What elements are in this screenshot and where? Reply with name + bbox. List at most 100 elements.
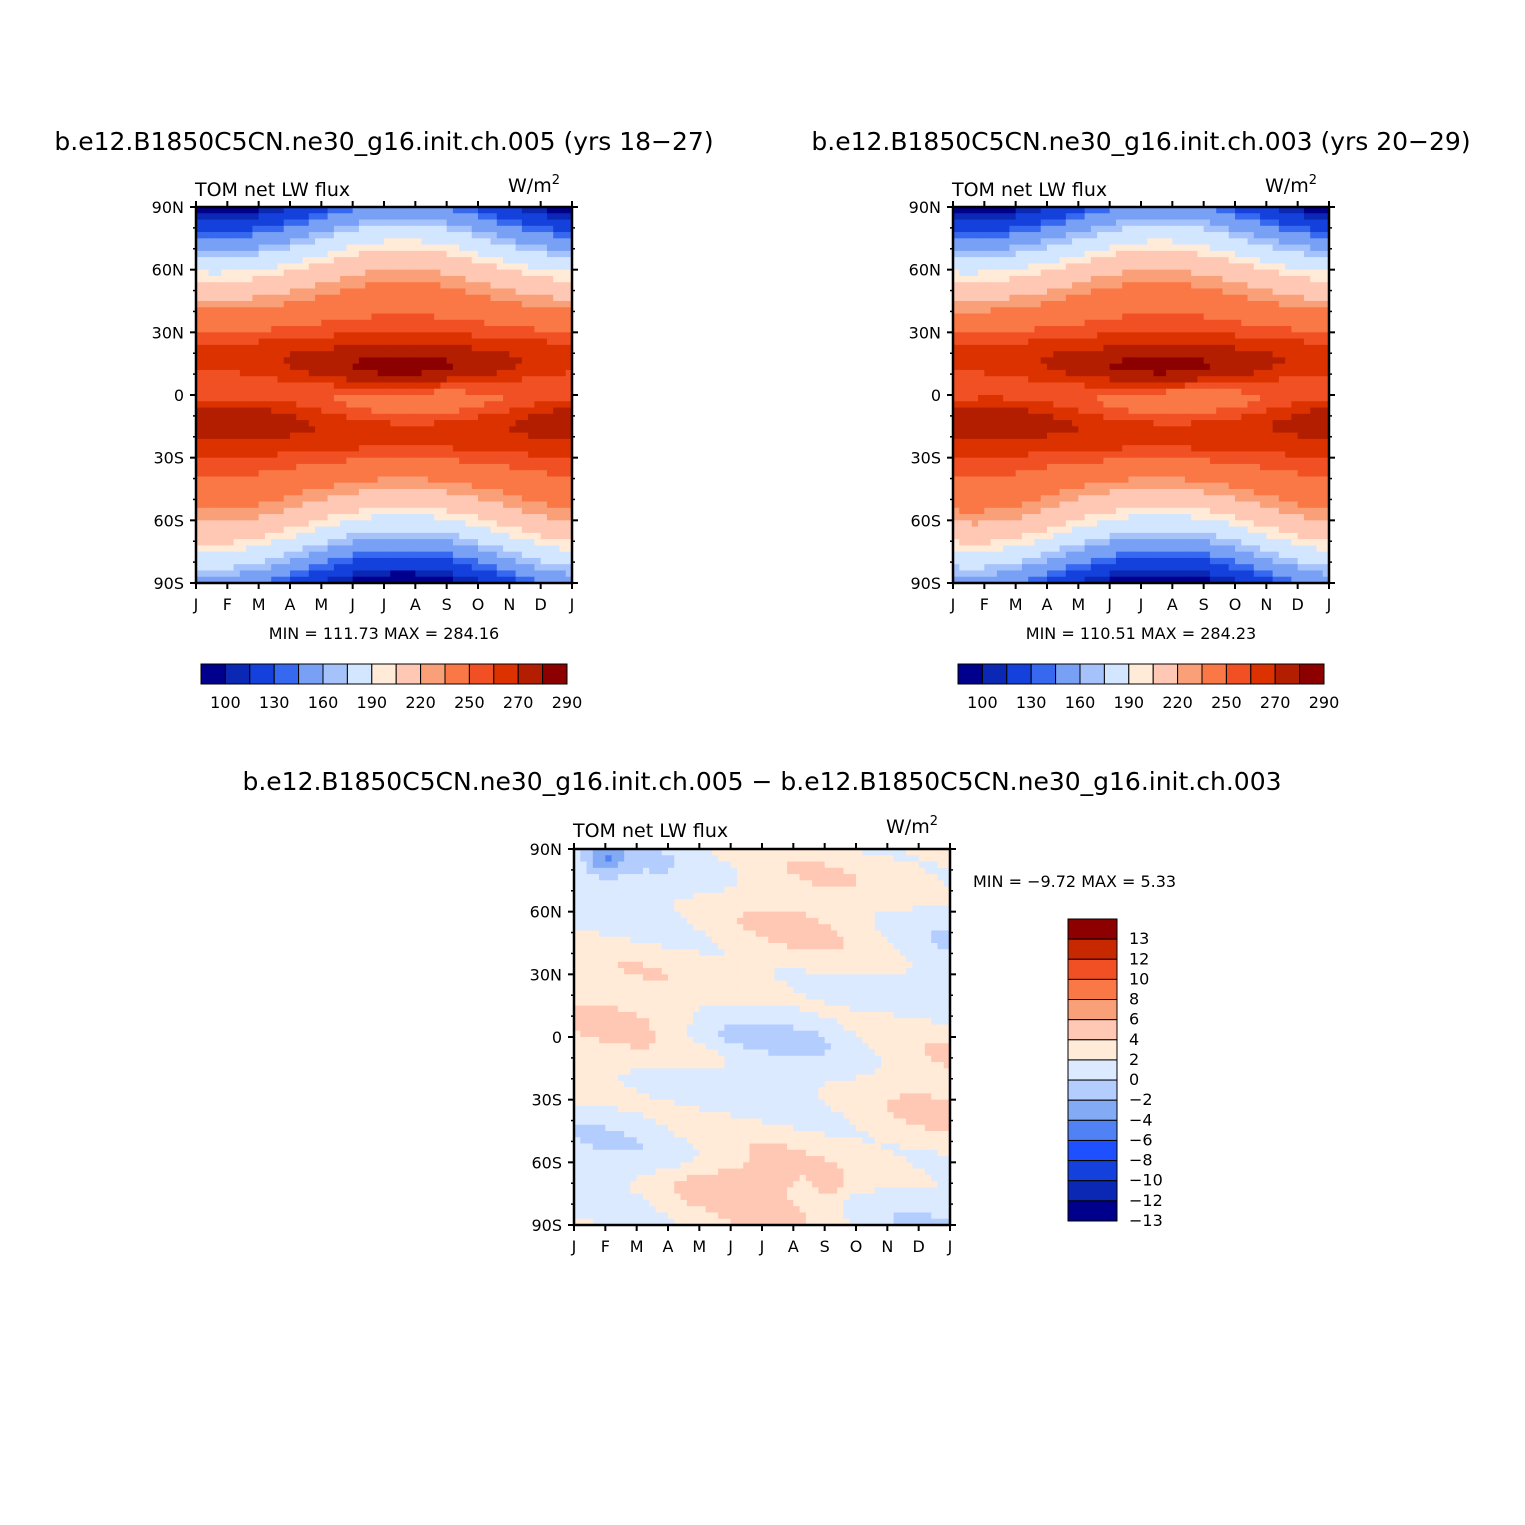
contour-cell — [365, 269, 373, 277]
contour-cell — [559, 382, 567, 390]
contour-cell — [421, 376, 429, 384]
contour-cell — [283, 388, 291, 396]
contour-cell — [546, 501, 554, 509]
contour-cell — [346, 363, 354, 371]
contour-cell — [258, 382, 266, 390]
contour-cell — [271, 557, 279, 565]
contour-cell — [471, 457, 479, 465]
contour-cell — [396, 319, 404, 327]
contour-cell — [996, 275, 1004, 283]
contour-cell — [227, 457, 235, 465]
contour-cell — [1184, 225, 1192, 233]
contour-cell — [377, 526, 385, 534]
contour-cell — [290, 294, 297, 302]
contour-cell — [1172, 301, 1180, 308]
contour-cell — [202, 238, 210, 246]
contour-cell — [1191, 263, 1198, 271]
contour-cell — [1084, 244, 1092, 252]
contour-cell — [1316, 269, 1324, 277]
contour-cell — [196, 482, 203, 490]
contour-cell — [1021, 319, 1029, 327]
contour-cell — [352, 351, 360, 358]
contour-cell — [1260, 294, 1267, 302]
contour-cell — [302, 482, 310, 490]
contour-cell — [565, 244, 573, 252]
contour-cell — [565, 250, 573, 258]
contour-cell — [490, 213, 498, 221]
contour-cell — [302, 420, 310, 427]
contour-cell — [196, 301, 203, 308]
contour-cell — [340, 395, 347, 402]
contour-cell — [377, 232, 385, 239]
contour-cell — [1184, 244, 1192, 252]
contour-cell — [490, 457, 498, 465]
contour-cell — [1272, 207, 1280, 214]
contour-cell — [540, 501, 548, 509]
contour-cell — [553, 282, 561, 290]
contour-cell — [196, 564, 203, 572]
contour-cell — [239, 238, 247, 246]
contour-cell — [277, 557, 285, 565]
contour-cell — [271, 551, 279, 559]
contour-cell — [308, 564, 316, 572]
contour-cell — [1015, 275, 1023, 283]
contour-cell — [540, 520, 548, 528]
contour-cell — [214, 388, 222, 396]
contour-cell — [1303, 232, 1311, 239]
contour-cell — [434, 207, 441, 214]
contour-cell — [984, 263, 992, 271]
contour-cell — [315, 282, 322, 290]
contour-cell — [484, 420, 492, 427]
contour-cell — [1065, 257, 1073, 264]
contour-cell — [1028, 225, 1036, 233]
contour-cell — [484, 244, 492, 252]
contour-cell — [258, 570, 266, 578]
colorbar-swatch — [542, 663, 568, 685]
contour-cell — [377, 413, 385, 421]
contour-cell — [1203, 238, 1211, 246]
contour-cell — [264, 351, 272, 358]
contour-cell — [196, 476, 203, 484]
contour-cell — [202, 401, 210, 409]
contour-cell — [377, 482, 385, 490]
contour-cell — [1272, 257, 1280, 264]
contour-cell — [296, 363, 304, 371]
contour-cell — [534, 313, 542, 321]
contour-cell — [365, 294, 373, 302]
contour-cell — [258, 545, 266, 553]
contour-cell — [246, 326, 253, 333]
contour-cell — [459, 232, 467, 239]
contour-cell — [1260, 219, 1267, 227]
contour-cell — [352, 470, 360, 478]
contour-cell — [953, 250, 960, 258]
contour-cell — [1159, 307, 1167, 315]
contour-cell — [471, 219, 479, 227]
contour-cell — [340, 520, 347, 528]
contour-cell — [340, 207, 347, 214]
contour-cell — [528, 319, 535, 327]
contour-cell — [478, 501, 485, 509]
contour-cell — [233, 307, 241, 315]
contour-cell — [534, 551, 542, 559]
contour-cell — [465, 275, 473, 283]
contour-cell — [246, 301, 253, 308]
contour-cell — [1197, 288, 1205, 296]
contour-cell — [1047, 319, 1054, 327]
contour-cell — [540, 576, 548, 584]
contour-cell — [1053, 213, 1061, 221]
contour-cell — [221, 463, 228, 471]
contour-cell — [553, 238, 561, 246]
contour-cell — [446, 207, 454, 214]
contour-cell — [953, 238, 960, 246]
contour-cell — [452, 476, 460, 484]
contour-cell — [421, 463, 429, 471]
contour-cell — [196, 313, 203, 321]
contour-cell — [415, 244, 423, 252]
contour-cell — [384, 564, 391, 572]
contour-cell — [1109, 213, 1117, 221]
contour-cell — [390, 263, 398, 271]
contour-cell — [427, 282, 435, 290]
contour-cell — [1266, 213, 1274, 221]
contour-cell — [1216, 257, 1224, 264]
contour-cell — [252, 294, 260, 302]
